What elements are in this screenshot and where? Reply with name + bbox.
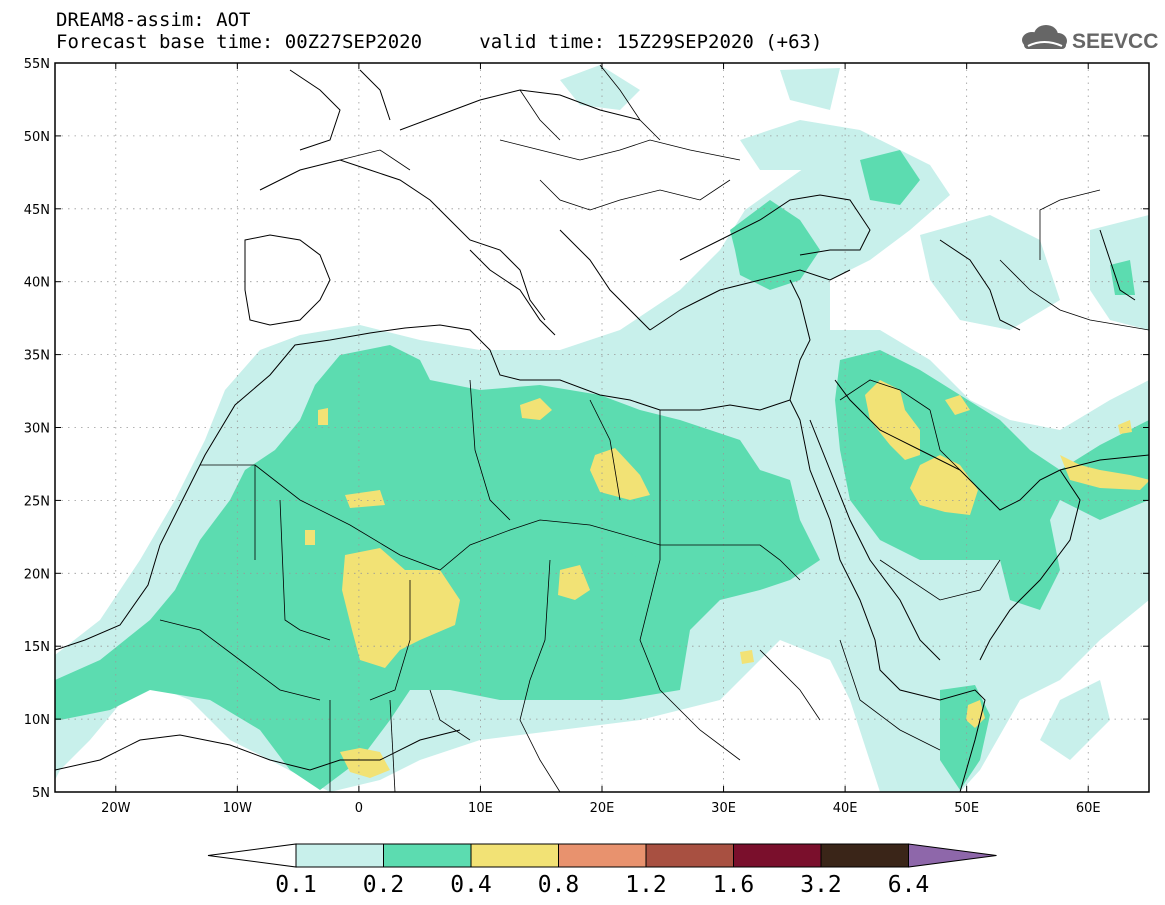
coastlines bbox=[55, 69, 1149, 792]
colorbar-level-label: 1.6 bbox=[713, 872, 755, 898]
map-title: DREAM8-assim: AOT bbox=[56, 9, 251, 31]
time-info: Forecast base time: 00Z27SEP2020 valid t… bbox=[56, 32, 822, 52]
colorbar-level-label: 0.4 bbox=[450, 872, 492, 898]
colorbar-box bbox=[558, 843, 647, 868]
colorbar-box bbox=[820, 843, 909, 868]
colorbar-boxes bbox=[207, 843, 997, 868]
colorbar-box bbox=[645, 843, 734, 868]
colorbar-level-label: 1.2 bbox=[625, 872, 667, 898]
colorbar-level-label: 3.2 bbox=[800, 872, 842, 898]
colorbar-level-label: 0.1 bbox=[275, 872, 317, 898]
lon-label: 10W bbox=[223, 801, 253, 816]
lon-label: 40E bbox=[833, 801, 858, 816]
lon-tick-labels: 20W 10W 0 10E 20E 30E 40E 50E 60E bbox=[101, 801, 1101, 816]
cloud-icon bbox=[1022, 25, 1067, 49]
lon-label: 0 bbox=[355, 801, 363, 816]
lon-label: 30E bbox=[711, 801, 736, 816]
lat-label: 50N bbox=[24, 130, 50, 145]
colorbar-over-arrow bbox=[908, 843, 997, 868]
colorbar-box bbox=[733, 843, 822, 868]
lat-label: 35N bbox=[24, 349, 50, 364]
lon-label: 50E bbox=[954, 801, 979, 816]
lat-label: 20N bbox=[24, 567, 50, 582]
colorbar-box bbox=[295, 843, 384, 868]
country-borders bbox=[159, 64, 1149, 792]
axis-ticks bbox=[55, 62, 1149, 793]
lat-label: 25N bbox=[24, 494, 50, 509]
valid-time: valid time: 15Z29SEP2020 (+63) bbox=[479, 31, 823, 53]
lat-label: 10N bbox=[24, 713, 50, 728]
lon-label: 20E bbox=[590, 801, 615, 816]
lon-label: 60E bbox=[1076, 801, 1101, 816]
colorbar-under-arrow bbox=[207, 843, 297, 868]
base-time: Forecast base time: 00Z27SEP2020 bbox=[56, 31, 423, 53]
colorbar-box bbox=[470, 843, 559, 868]
colorbar-labels: 0.1 0.2 0.4 0.8 1.2 1.6 3.2 6.4 bbox=[275, 872, 929, 898]
logo-text: SEEVCCC bbox=[1072, 30, 1158, 53]
colorbar-level-label: 0.2 bbox=[363, 872, 405, 898]
lat-tick-labels: 55N 50N 45N 40N 35N 30N 25N 20N 15N 10N 5N bbox=[24, 57, 50, 801]
colorbar-level-label: 6.4 bbox=[888, 872, 930, 898]
colorbar-level-label: 0.8 bbox=[538, 872, 580, 898]
colorbar-box bbox=[383, 843, 472, 868]
lat-label: 55N bbox=[24, 57, 50, 72]
lat-label: 45N bbox=[24, 203, 50, 218]
lat-label: 40N bbox=[24, 276, 50, 291]
aot-level-0-2 bbox=[55, 150, 1149, 790]
grid-lines bbox=[55, 63, 1149, 792]
lon-label: 20W bbox=[101, 801, 131, 816]
lat-label: 5N bbox=[32, 786, 50, 801]
lon-label: 10E bbox=[468, 801, 493, 816]
lat-label: 30N bbox=[24, 422, 50, 437]
lat-label: 15N bbox=[24, 640, 50, 655]
seevccc-logo: SEEVCCC bbox=[1022, 25, 1158, 53]
